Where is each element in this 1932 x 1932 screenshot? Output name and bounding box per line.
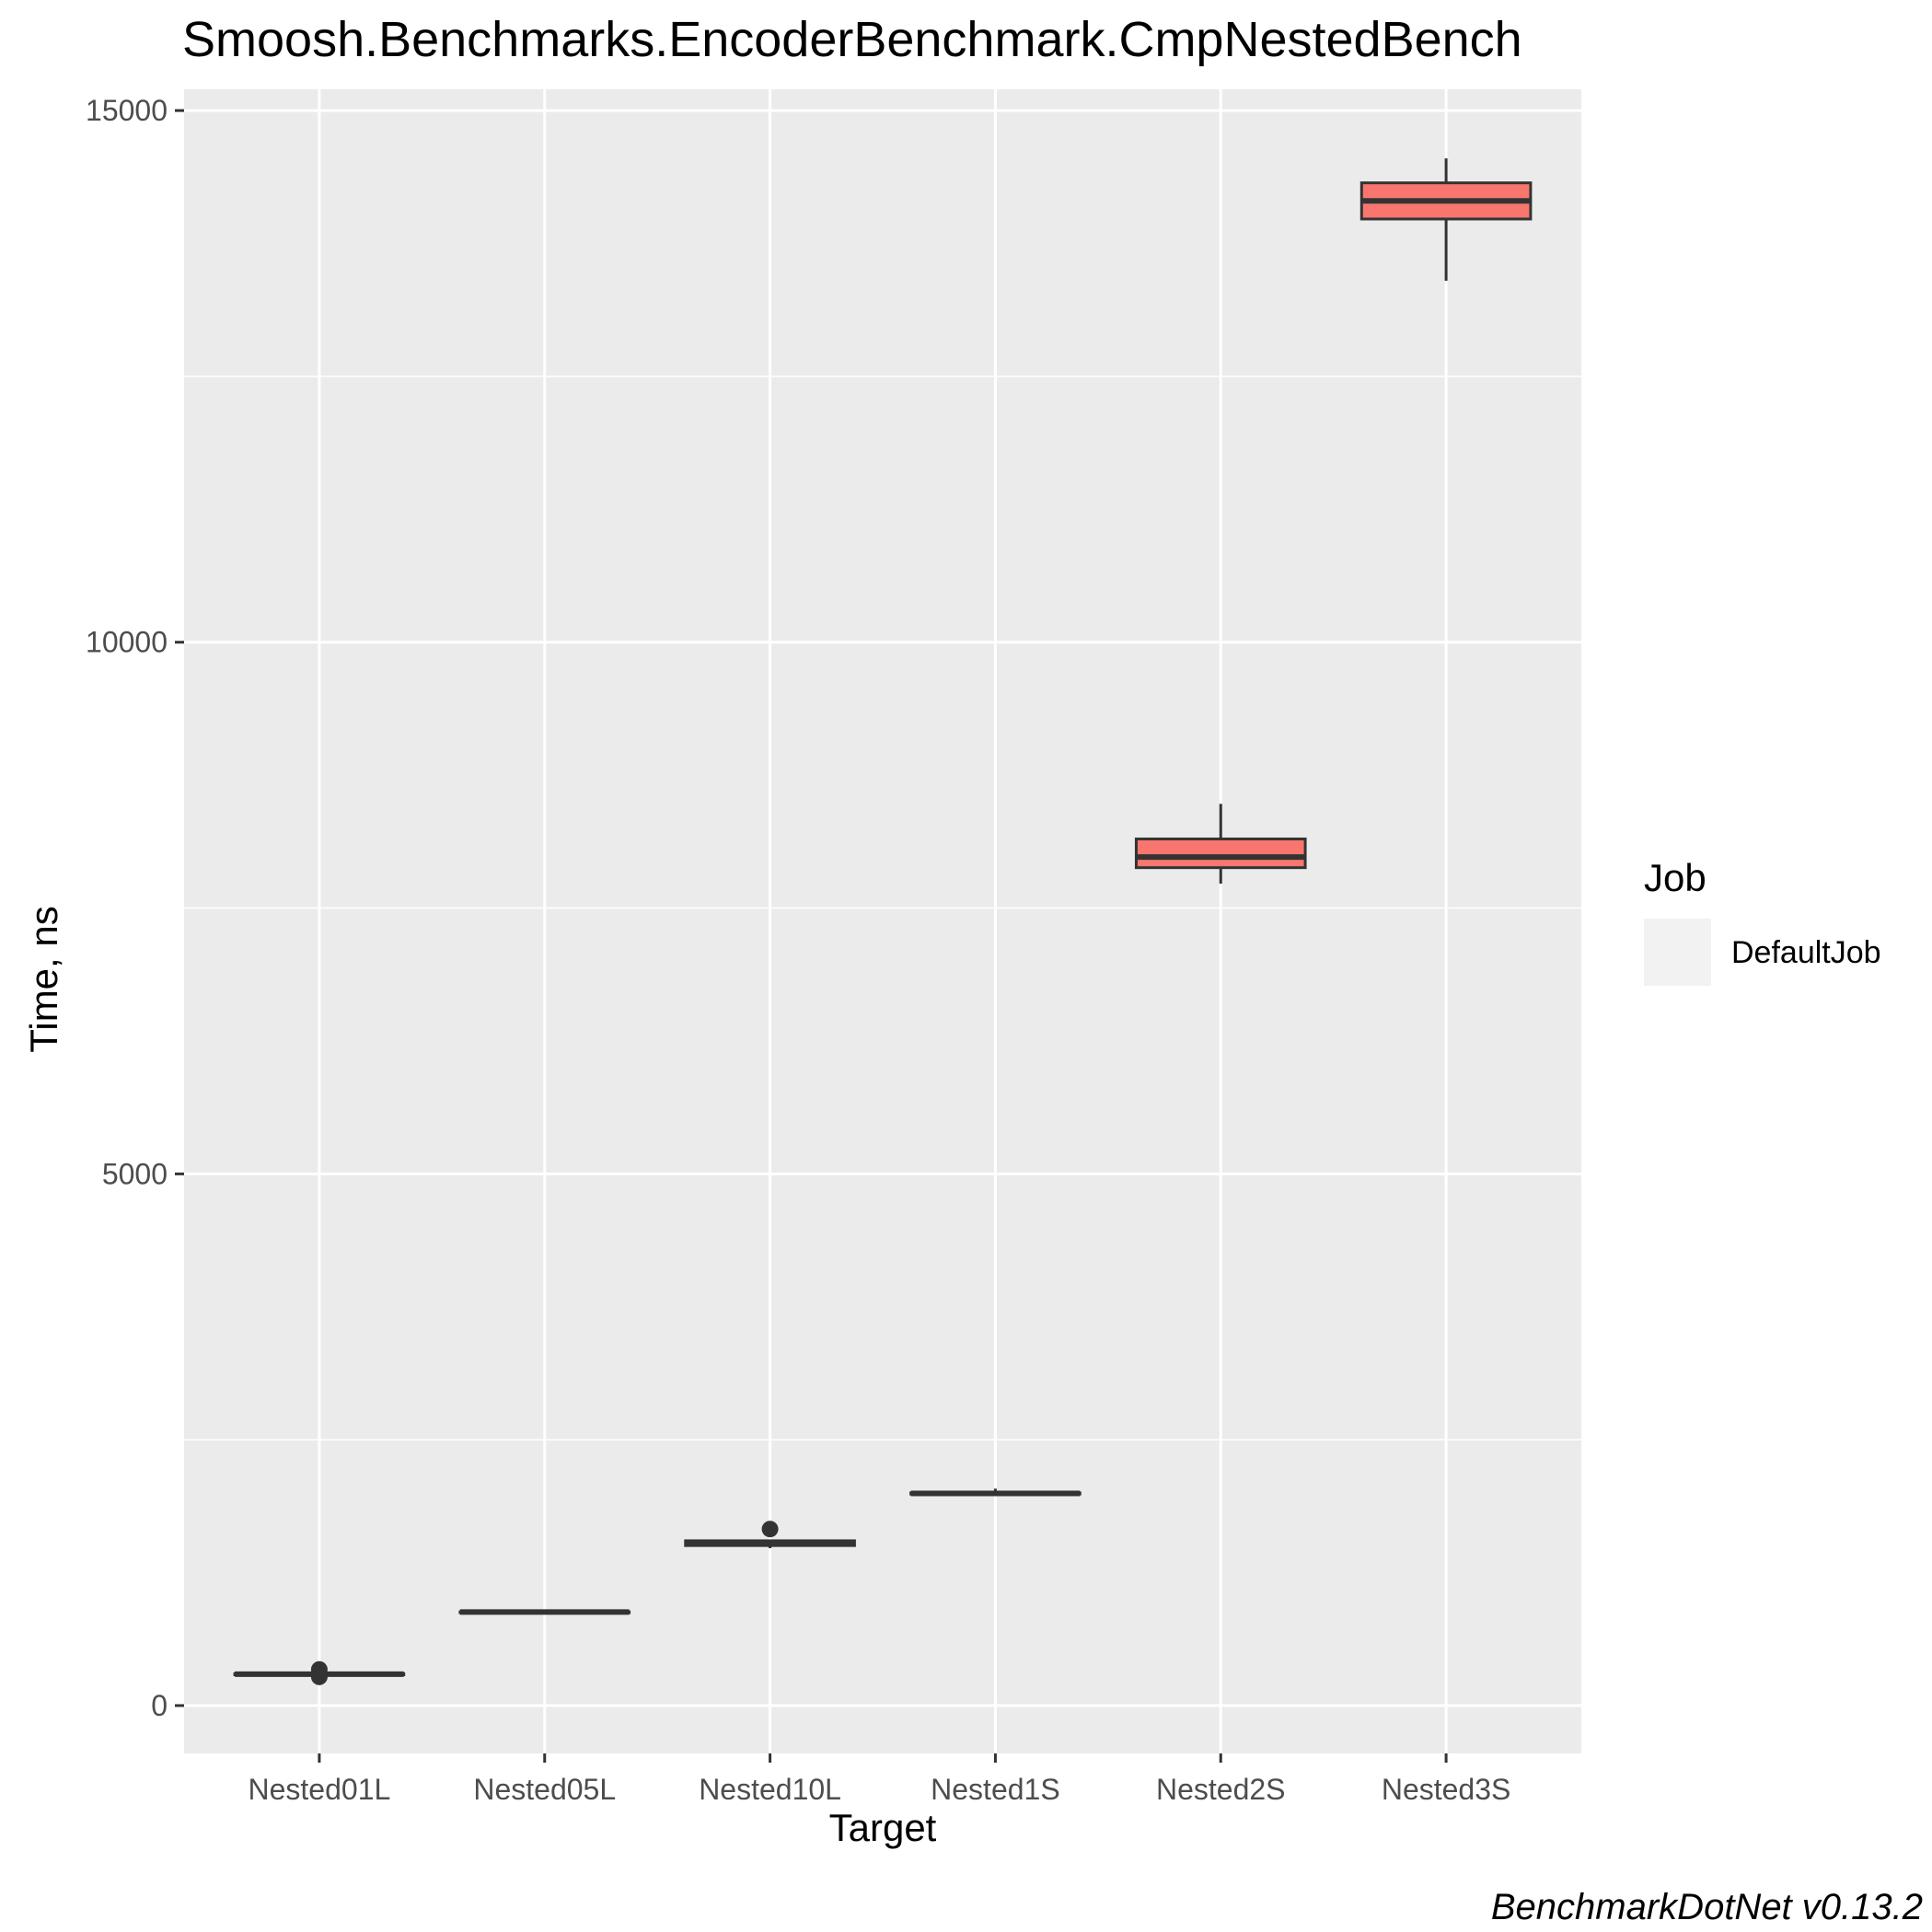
- x-tick-label: Nested05L: [473, 1773, 616, 1806]
- y-tick-label: 5000: [102, 1157, 168, 1190]
- box-nested01l: [233, 1660, 406, 1685]
- y-axis: 0 5000 10000 15000: [86, 94, 184, 1722]
- box-body: [1134, 837, 1307, 870]
- legend-key: [1644, 919, 1711, 986]
- y-axis-label: Time, ns: [22, 906, 65, 1053]
- x-tick-label: Nested2S: [1156, 1773, 1286, 1806]
- box-nested3s: [1359, 158, 1533, 281]
- gridlines: [184, 89, 1581, 1753]
- chart-title: Smoosh.Benchmarks.EncoderBenchmark.CmpNe…: [182, 12, 1522, 67]
- box-nested1s: [909, 1488, 1082, 1497]
- x-axis: Nested01L Nested05L Nested10L Nested1S Neste…: [249, 1753, 1511, 1806]
- x-tick-label: Nested10L: [699, 1773, 841, 1806]
- box-nested05l: [458, 1609, 631, 1615]
- outlier-point: [310, 1660, 328, 1678]
- outlier-point: [761, 1521, 779, 1538]
- x-tick-label: Nested3S: [1382, 1773, 1511, 1806]
- legend-label-defaultjob: DefaultJob: [1731, 935, 1881, 970]
- y-tick-label: 10000: [86, 626, 168, 659]
- box-series: [233, 158, 1533, 1685]
- box-nested10l: [684, 1521, 856, 1549]
- plot-panel: [184, 89, 1581, 1753]
- y-tick-label: 0: [151, 1689, 168, 1722]
- x-axis-label: Target: [828, 1806, 937, 1849]
- x-tick-label: Nested1S: [931, 1773, 1060, 1806]
- box-nested2s: [1134, 804, 1307, 884]
- caption: BenchmarkDotNet v0.13.2: [1490, 1887, 1923, 1927]
- x-tick-label: Nested01L: [249, 1773, 391, 1806]
- y-tick-label: 15000: [86, 94, 168, 127]
- legend-title: Job: [1644, 856, 1706, 899]
